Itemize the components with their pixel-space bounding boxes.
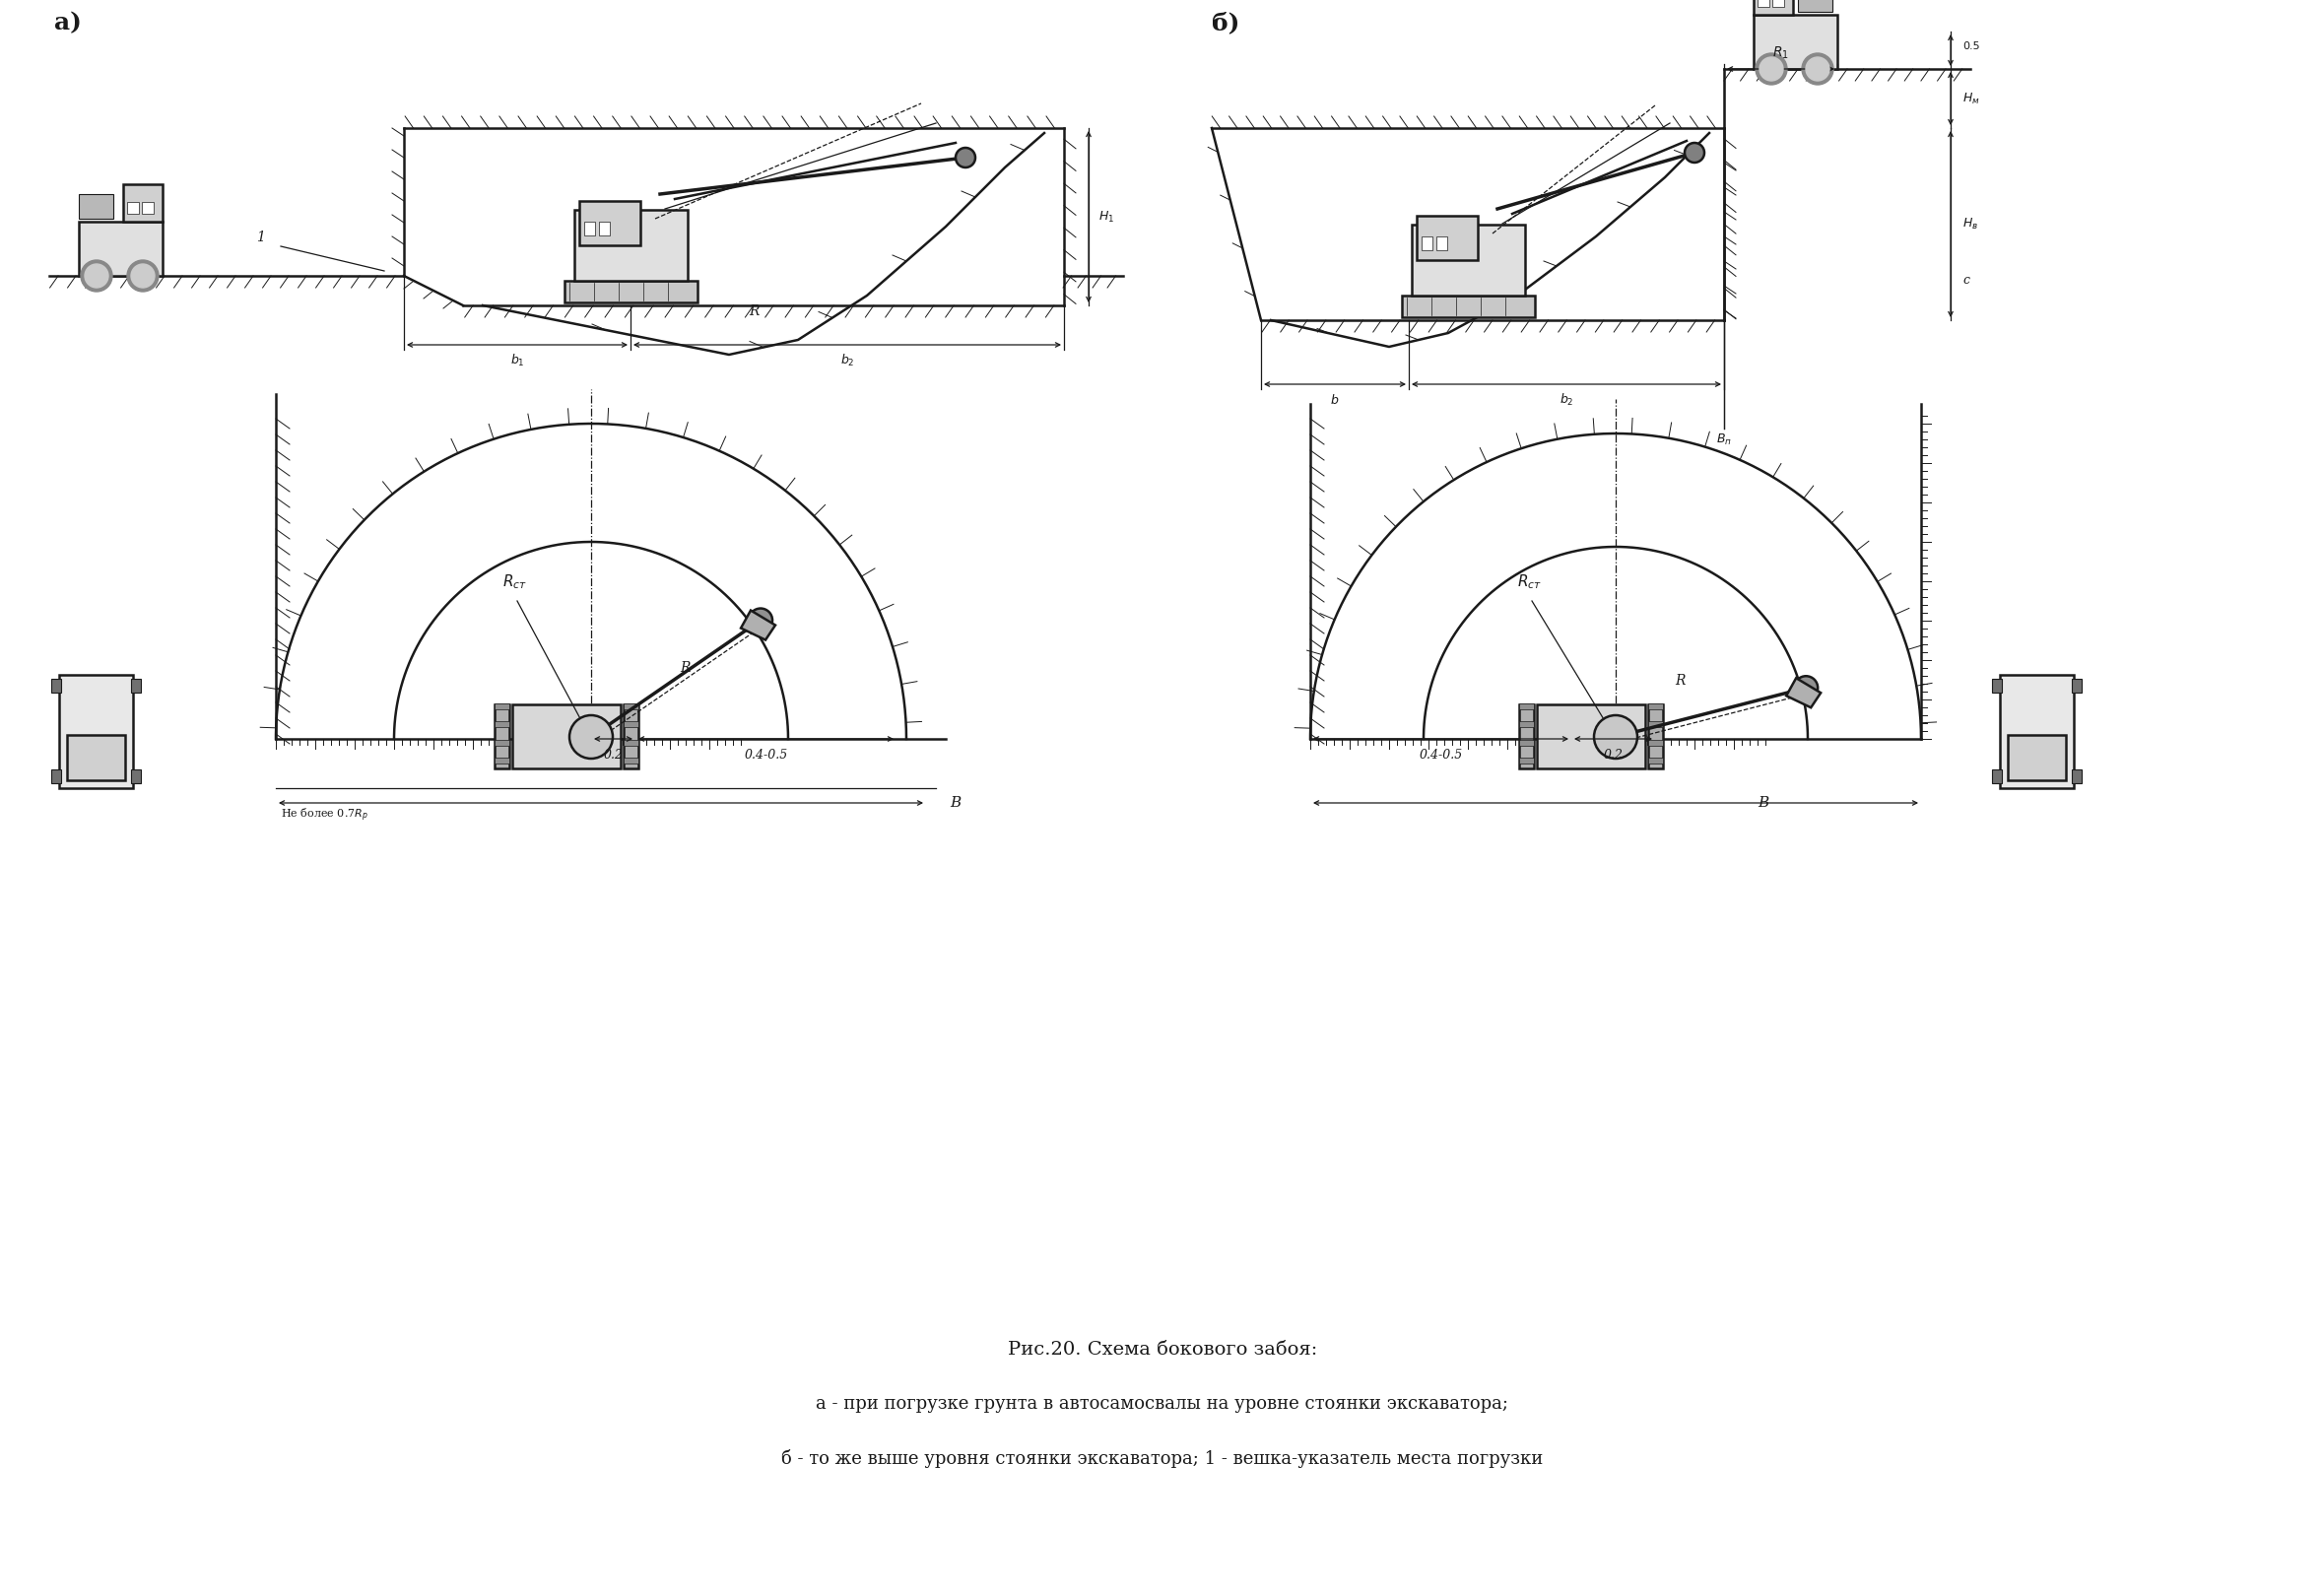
Bar (623, 758, 639, 763)
Bar (1755, 14, 1838, 69)
Circle shape (1801, 53, 1834, 85)
Text: б): б) (1211, 11, 1239, 35)
Text: $B_п$: $B_п$ (1715, 433, 1731, 447)
Bar (1992, 769, 2001, 784)
Circle shape (569, 715, 614, 758)
Text: c: c (1961, 273, 1968, 286)
Bar (495, 704, 509, 768)
Text: B: B (951, 796, 962, 809)
Bar (623, 739, 639, 745)
Bar (511, 704, 621, 768)
Bar (1520, 704, 1534, 768)
Bar (1648, 704, 1664, 768)
Bar (1418, 215, 1478, 260)
Text: Рис.20. Схема бокового забоя:: Рис.20. Схема бокового забоя: (1009, 1341, 1318, 1358)
Bar (130, 678, 142, 693)
Text: 0.5: 0.5 (1961, 41, 1980, 51)
Text: $b$: $b$ (1329, 393, 1339, 407)
Text: R: R (748, 305, 760, 318)
Text: $b_2$: $b_2$ (1559, 393, 1573, 409)
Circle shape (128, 260, 158, 292)
Bar (1411, 225, 1525, 295)
Bar (579, 201, 641, 246)
Text: $b_1$: $b_1$ (509, 353, 525, 369)
Bar (1401, 295, 1534, 318)
Bar (1520, 704, 1534, 709)
Bar (600, 222, 609, 236)
Text: 0.4-0.5: 0.4-0.5 (1420, 749, 1462, 761)
Text: $H_в$: $H_в$ (1961, 217, 1978, 231)
Bar (142, 203, 153, 214)
Bar (67, 734, 125, 780)
Circle shape (1794, 677, 1817, 699)
Bar (495, 704, 509, 709)
Text: $R_{ст}$: $R_{ст}$ (502, 573, 528, 591)
Bar (1536, 704, 1645, 768)
Polygon shape (1787, 678, 1820, 707)
Bar (79, 195, 114, 219)
Text: R: R (1676, 674, 1685, 688)
Bar (1648, 704, 1664, 709)
Bar (128, 203, 139, 214)
Bar (1520, 721, 1534, 728)
Bar (2071, 678, 2082, 693)
Text: 0.2: 0.2 (1604, 749, 1622, 761)
Bar (51, 678, 60, 693)
Bar (130, 769, 142, 784)
Circle shape (1755, 53, 1787, 85)
Bar (79, 222, 163, 276)
Circle shape (1685, 144, 1703, 163)
Bar (1422, 236, 1432, 251)
Circle shape (130, 263, 156, 287)
Text: B: B (1757, 796, 1769, 809)
Bar (1799, 0, 1831, 11)
Text: а): а) (53, 11, 81, 35)
Bar (565, 281, 697, 303)
Text: R: R (679, 661, 690, 675)
Bar (58, 675, 132, 788)
Circle shape (748, 608, 772, 632)
Bar (1648, 721, 1664, 728)
Text: $H_м$: $H_м$ (1961, 91, 1980, 105)
Text: 1: 1 (256, 230, 265, 244)
Circle shape (1759, 57, 1783, 81)
Text: $R_1$: $R_1$ (1773, 45, 1789, 61)
Circle shape (955, 148, 976, 168)
Bar (1757, 0, 1769, 6)
Bar (1755, 0, 1794, 14)
Circle shape (81, 260, 112, 292)
Circle shape (1594, 715, 1638, 758)
Text: $b_2$: $b_2$ (839, 353, 855, 369)
Bar (51, 769, 60, 784)
Text: б - то же выше уровня стоянки экскаватора; 1 - вешка-указатель места погрузки: б - то же выше уровня стоянки экскаватор… (781, 1449, 1543, 1467)
Bar (495, 758, 509, 763)
Bar (2001, 675, 2073, 788)
Bar (495, 721, 509, 728)
Bar (1520, 758, 1534, 763)
Text: $R_{ст}$: $R_{ст}$ (1518, 573, 1541, 591)
Bar (623, 704, 639, 768)
Text: 0.4-0.5: 0.4-0.5 (744, 749, 788, 761)
Bar (583, 222, 595, 236)
Bar (2008, 734, 2066, 780)
Circle shape (1806, 57, 1829, 81)
Bar (1520, 739, 1534, 745)
Bar (623, 704, 639, 709)
Text: Не более 0.7$R_р$: Не более 0.7$R_р$ (281, 806, 370, 824)
Polygon shape (741, 610, 776, 640)
Text: 0.2: 0.2 (604, 749, 623, 761)
Bar (1648, 758, 1664, 763)
Bar (2071, 769, 2082, 784)
Text: $H_1$: $H_1$ (1099, 209, 1113, 223)
Bar (623, 721, 639, 728)
Bar (1992, 678, 2001, 693)
Text: а - при погрузке грунта в автосамосвалы на уровне стоянки экскаватора;: а - при погрузке грунта в автосамосвалы … (816, 1395, 1508, 1412)
Bar (495, 739, 509, 745)
Bar (1436, 236, 1448, 251)
Bar (1648, 739, 1664, 745)
Bar (1773, 0, 1785, 6)
Circle shape (84, 263, 109, 287)
Bar (123, 184, 163, 222)
Bar (574, 209, 688, 281)
